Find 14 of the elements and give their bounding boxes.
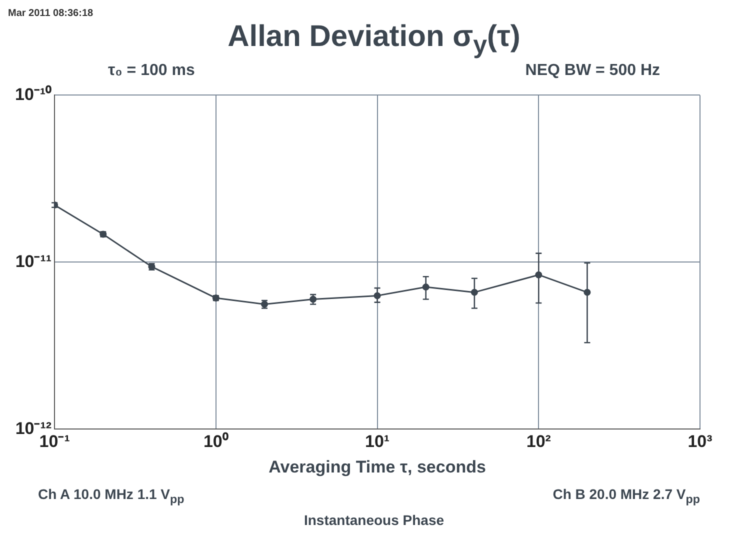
text: Ch A 10.0 MHz 1.1 V$_{pp}$: [38, 486, 184, 506]
y-tick-label: 10⁻¹¹: [15, 252, 52, 271]
text: τ₀ = 100 ms: [108, 62, 195, 81]
text: Ch B 20.0 MHz 2.7 V$_{pp}$: [552, 486, 700, 506]
x-tick-label: 10¹: [364, 432, 390, 452]
text: Mar 2011 08:36:18: [8, 8, 94, 20]
x-tick-label: 10⁰: [203, 432, 228, 452]
text: NEQ BW = 500 Hz: [525, 62, 660, 81]
x-axis-title: Averaging Time τ, seconds: [268, 457, 486, 476]
x-tick-label: 10²: [526, 432, 552, 452]
y-tick-label: 10⁻¹⁰: [14, 84, 52, 104]
x-tick-label: 10³: [688, 432, 713, 452]
text: Instantaneous Phase: [302, 512, 446, 528]
chart-title: Allan Deviation σ$_{y}$(τ): [226, 20, 522, 61]
